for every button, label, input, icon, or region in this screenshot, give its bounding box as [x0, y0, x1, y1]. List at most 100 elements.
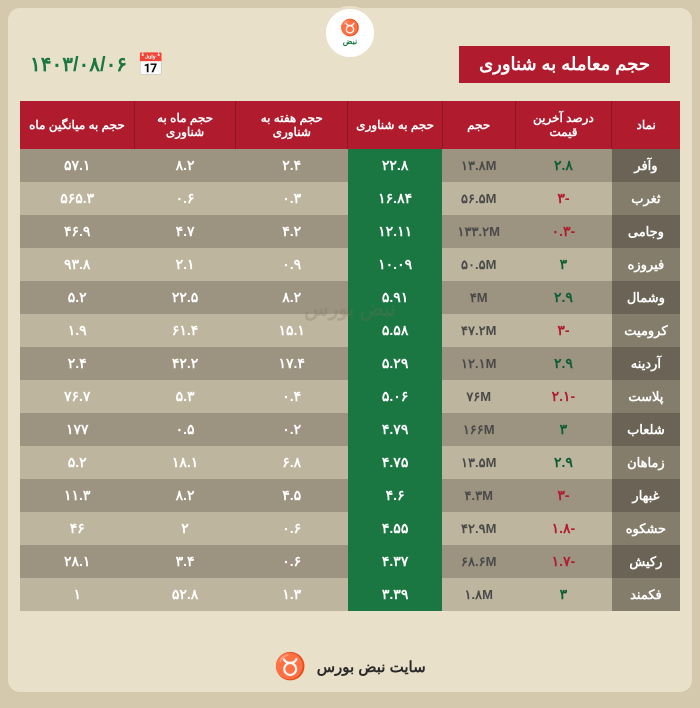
cell-week: ۱۷.۴: [236, 347, 348, 380]
cell-pct: -۳: [515, 182, 612, 215]
cell-month: ۸.۲: [134, 149, 235, 182]
cell-pct: ۳: [515, 578, 612, 611]
cell-pct: ۲.۹: [515, 281, 612, 314]
cell-avg: ۵.۲: [20, 281, 134, 314]
cell-month: ۳.۴: [134, 545, 235, 578]
cell-vol: ۷۶M: [442, 380, 515, 413]
bull-icon: ♉: [340, 21, 360, 37]
table-row: آردینه۲.۹۱۲.۱M۵.۲۹۱۷.۴۴۲.۲۲.۴: [20, 347, 680, 380]
cell-float: ۴.۶: [348, 479, 443, 512]
table-row: زماهان۲.۹۱۳.۵M۴.۷۵۶.۸۱۸.۱۵.۲: [20, 446, 680, 479]
cell-symbol: آردینه: [612, 347, 680, 380]
date-block: 📅 ۱۴۰۳/۰۸/۰۶: [30, 52, 164, 78]
cell-vol: ۴M: [442, 281, 515, 314]
cell-week: ۸.۲: [236, 281, 348, 314]
cell-month: ۵۲.۸: [134, 578, 235, 611]
cell-float: ۴.۳۷: [348, 545, 443, 578]
cell-symbol: زماهان: [612, 446, 680, 479]
cell-vol: ۶۸.۶M: [442, 545, 515, 578]
cell-symbol: ثغرب: [612, 182, 680, 215]
cell-vol: ۱۳۳.۲M: [442, 215, 515, 248]
cell-pct: -۱.۸: [515, 512, 612, 545]
cell-week: ۴.۲: [236, 215, 348, 248]
col-avg: حجم به میانگین ماه: [20, 101, 134, 149]
col-float: حجم به شناوری: [348, 101, 443, 149]
table-row: فیروزه۳۵۰.۵M۱۰.۰۹۰.۹۲.۱۹۳.۸: [20, 248, 680, 281]
calendar-icon: 📅: [137, 52, 164, 78]
cell-avg: ۵۶۵.۳: [20, 182, 134, 215]
cell-pct: -۳: [515, 479, 612, 512]
cell-month: ۱۸.۱: [134, 446, 235, 479]
col-vol: حجم: [442, 101, 515, 149]
cell-pct: ۳: [515, 413, 612, 446]
col-symbol: نماد: [612, 101, 680, 149]
cell-month: ۲: [134, 512, 235, 545]
cell-pct: -۰.۳: [515, 215, 612, 248]
table-row: شلعاب۳۱۶۶M۴.۷۹۰.۲۰.۵۱۷۷: [20, 413, 680, 446]
cell-month: ۸.۲: [134, 479, 235, 512]
cell-symbol: فکمند: [612, 578, 680, 611]
col-pct: درصد آخرین قیمت: [515, 101, 612, 149]
table-row: غبهار-۳۴.۳M۴.۶۴.۵۸.۲۱۱.۳: [20, 479, 680, 512]
cell-week: ۰.۶: [236, 545, 348, 578]
cell-float: ۵.۰۶: [348, 380, 443, 413]
cell-week: ۶.۸: [236, 446, 348, 479]
cell-float: ۵.۲۹: [348, 347, 443, 380]
cell-vol: ۴۷.۲M: [442, 314, 515, 347]
cell-vol: ۱۳.۸M: [442, 149, 515, 182]
cell-week: ۱.۳: [236, 578, 348, 611]
cell-float: ۱۰.۰۹: [348, 248, 443, 281]
cell-week: ۰.۶: [236, 512, 348, 545]
cell-month: ۶۱.۴: [134, 314, 235, 347]
cell-avg: ۲.۴: [20, 347, 134, 380]
cell-float: ۴.۵۵: [348, 512, 443, 545]
cell-month: ۲.۱: [134, 248, 235, 281]
cell-pct: ۳: [515, 248, 612, 281]
cell-vol: ۱.۸M: [442, 578, 515, 611]
cell-symbol: فیروزه: [612, 248, 680, 281]
brand-logo: ♉ نبض: [323, 6, 377, 60]
cell-pct: -۲.۱: [515, 380, 612, 413]
table-row: ثغرب-۳۵۶.۵M۱۶.۸۴۰.۳۰.۶۵۶۵.۳: [20, 182, 680, 215]
cell-avg: ۱۷۷: [20, 413, 134, 446]
cell-pct: -۳: [515, 314, 612, 347]
cell-month: ۰.۵: [134, 413, 235, 446]
table-row: فکمند۳۱.۸M۳.۳۹۱.۳۵۲.۸۱: [20, 578, 680, 611]
cell-avg: ۴۶.۹: [20, 215, 134, 248]
table-row: وجامی-۰.۳۱۳۳.۲M۱۲.۱۱۴.۲۴.۷۴۶.۹: [20, 215, 680, 248]
cell-symbol: وشمال: [612, 281, 680, 314]
cell-float: ۲۲.۸: [348, 149, 443, 182]
cell-week: ۰.۳: [236, 182, 348, 215]
table-row: وشمال۲.۹۴M۵.۹۱۸.۲۲۲.۵۵.۲: [20, 281, 680, 314]
cell-vol: ۵۰.۵M: [442, 248, 515, 281]
main-card: ♉ نبض حجم معامله به شناوری 📅 ۱۴۰۳/۰۸/۰۶ …: [8, 8, 692, 692]
cell-symbol: حشکوه: [612, 512, 680, 545]
cell-week: ۰.۹: [236, 248, 348, 281]
cell-avg: ۵۷.۱: [20, 149, 134, 182]
cell-symbol: رکیش: [612, 545, 680, 578]
brand-top: نبض: [343, 37, 357, 46]
table-row: رکیش-۱.۷۶۸.۶M۴.۳۷۰.۶۳.۴۲۸.۱: [20, 545, 680, 578]
cell-month: ۵.۳: [134, 380, 235, 413]
cell-float: ۱۶.۸۴: [348, 182, 443, 215]
cell-pct: ۲.۹: [515, 347, 612, 380]
table-body: وآفر۲.۸۱۳.۸M۲۲.۸۲.۴۸.۲۵۷.۱ثغرب-۳۵۶.۵M۱۶.…: [20, 149, 680, 611]
cell-pct: ۲.۹: [515, 446, 612, 479]
cell-vol: ۱۲.۱M: [442, 347, 515, 380]
cell-week: ۰.۲: [236, 413, 348, 446]
cell-pct: ۲.۸: [515, 149, 612, 182]
table-row: وآفر۲.۸۱۳.۸M۲۲.۸۲.۴۸.۲۵۷.۱: [20, 149, 680, 182]
col-month: حجم ماه به شناوری: [134, 101, 235, 149]
cell-month: ۲۲.۵: [134, 281, 235, 314]
page-title: حجم معامله به شناوری: [459, 46, 670, 83]
cell-avg: ۴۶: [20, 512, 134, 545]
cell-avg: ۵.۲: [20, 446, 134, 479]
cell-week: ۱۵.۱: [236, 314, 348, 347]
cell-symbol: شلعاب: [612, 413, 680, 446]
cell-symbol: وآفر: [612, 149, 680, 182]
cell-symbol: کرومیت: [612, 314, 680, 347]
table-row: پلاست-۲.۱۷۶M۵.۰۶۰.۴۵.۳۷۶.۷: [20, 380, 680, 413]
cell-vol: ۱۶۶M: [442, 413, 515, 446]
cell-avg: ۹۳.۸: [20, 248, 134, 281]
cell-float: ۵.۵۸: [348, 314, 443, 347]
